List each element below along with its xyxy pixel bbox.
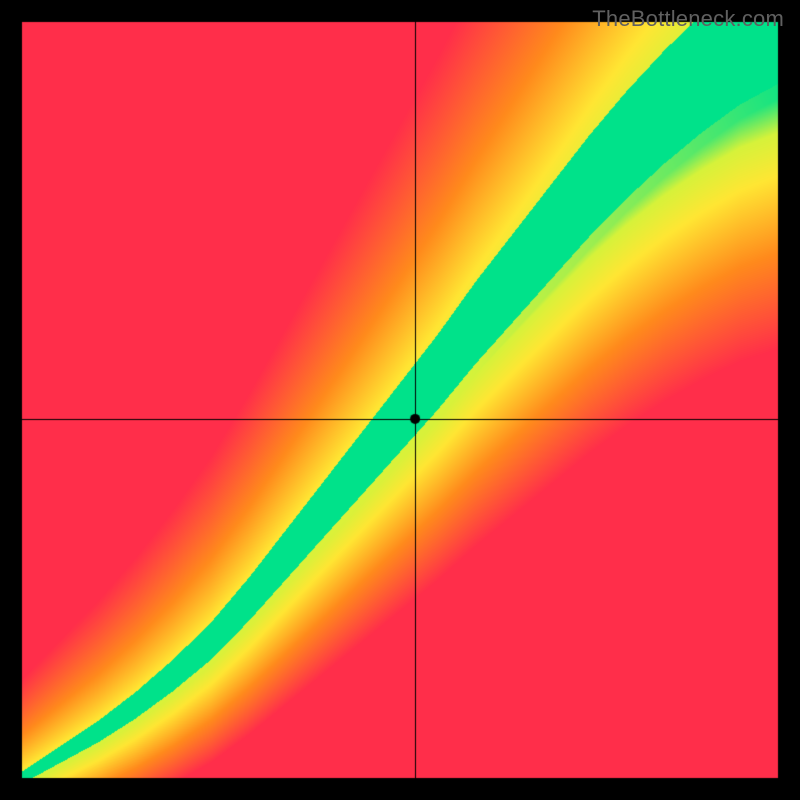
- chart-container: TheBottleneck.com: [0, 0, 800, 800]
- bottleneck-heatmap: [0, 0, 800, 800]
- watermark-label: TheBottleneck.com: [592, 6, 784, 32]
